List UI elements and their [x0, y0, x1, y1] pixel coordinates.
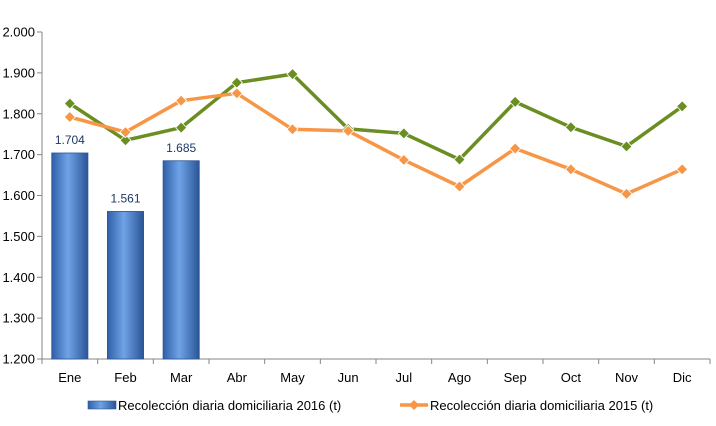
y-tick-label: 2.000: [2, 25, 35, 40]
x-tick-label: Nov: [615, 370, 639, 385]
y-tick-label: 1.200: [2, 352, 35, 367]
line-point: [564, 121, 577, 134]
line-point: [564, 163, 577, 176]
bar: [107, 211, 144, 360]
line-point: [453, 180, 466, 193]
data-labels: 1.704 1.561 1.685: [55, 133, 197, 205]
line-point: [620, 140, 633, 153]
bar-series: [51, 152, 200, 360]
y-tick-label: 1.700: [2, 147, 35, 162]
x-tick-label: May: [280, 370, 305, 385]
line-point: [286, 68, 299, 81]
y-tick-label: 1.800: [2, 106, 35, 121]
line-point: [453, 153, 466, 166]
x-tick-label: Jun: [338, 370, 359, 385]
bar-data-label: 1.704: [55, 133, 85, 147]
line-point: [119, 134, 132, 147]
line-point: [230, 87, 243, 100]
legend: Recolección diaria domiciliaria 2016 (t)…: [87, 398, 653, 413]
x-tick-label: Sep: [504, 370, 527, 385]
series-line: [68, 72, 684, 162]
line-point: [63, 97, 76, 110]
x-tick-label: Mar: [170, 370, 193, 385]
x-tick-label: Ago: [448, 370, 471, 385]
line-point: [397, 127, 410, 140]
line-point: [620, 187, 633, 200]
line-point: [175, 94, 188, 107]
line-point: [676, 163, 689, 176]
y-tick-label: 1.500: [2, 229, 35, 244]
y-tick-label: 1.900: [2, 65, 35, 80]
x-tick-label: Jul: [396, 370, 413, 385]
legend-entry-label: Recolección diaria domiciliaria 2015 (t): [430, 398, 653, 413]
line-point: [509, 142, 522, 155]
bar-data-label: 1.561: [110, 191, 140, 205]
x-tick-label: Feb: [114, 370, 136, 385]
legend-bar-swatch: [87, 400, 117, 410]
line-point: [63, 110, 76, 124]
y-tick-label: 1.600: [2, 188, 35, 203]
legend-marker: [409, 400, 419, 410]
line-series: [63, 68, 689, 200]
legend-entry-label: Recolección diaria domiciliaria 2016 (t): [118, 398, 341, 413]
x-tick-label: Dic: [673, 370, 692, 385]
line-point: [286, 123, 299, 136]
line-point: [175, 121, 188, 134]
series-line: [69, 91, 683, 196]
x-axis: Ene Feb Mar Abr May Jun Jul Ago Sep Oct Nov Dic: [41, 358, 711, 385]
bar-data-label: 1.685: [166, 141, 196, 155]
x-tick-label: Abr: [227, 370, 248, 385]
y-tick-label: 1.300: [2, 311, 35, 326]
x-tick-label: Oct: [561, 370, 582, 385]
line-point: [509, 95, 522, 108]
line-point: [397, 153, 410, 167]
y-tick-label: 1.400: [2, 270, 35, 285]
line-point: [119, 126, 132, 139]
line-point: [676, 100, 689, 113]
bar: [162, 160, 200, 360]
x-tick-label: Ene: [58, 370, 81, 385]
bar: [51, 152, 89, 360]
y-axis: 1.200 1.300 1.400 1.500 1.600 1.700 1.800 1.900…: [2, 25, 43, 367]
line-point: [342, 124, 355, 137]
